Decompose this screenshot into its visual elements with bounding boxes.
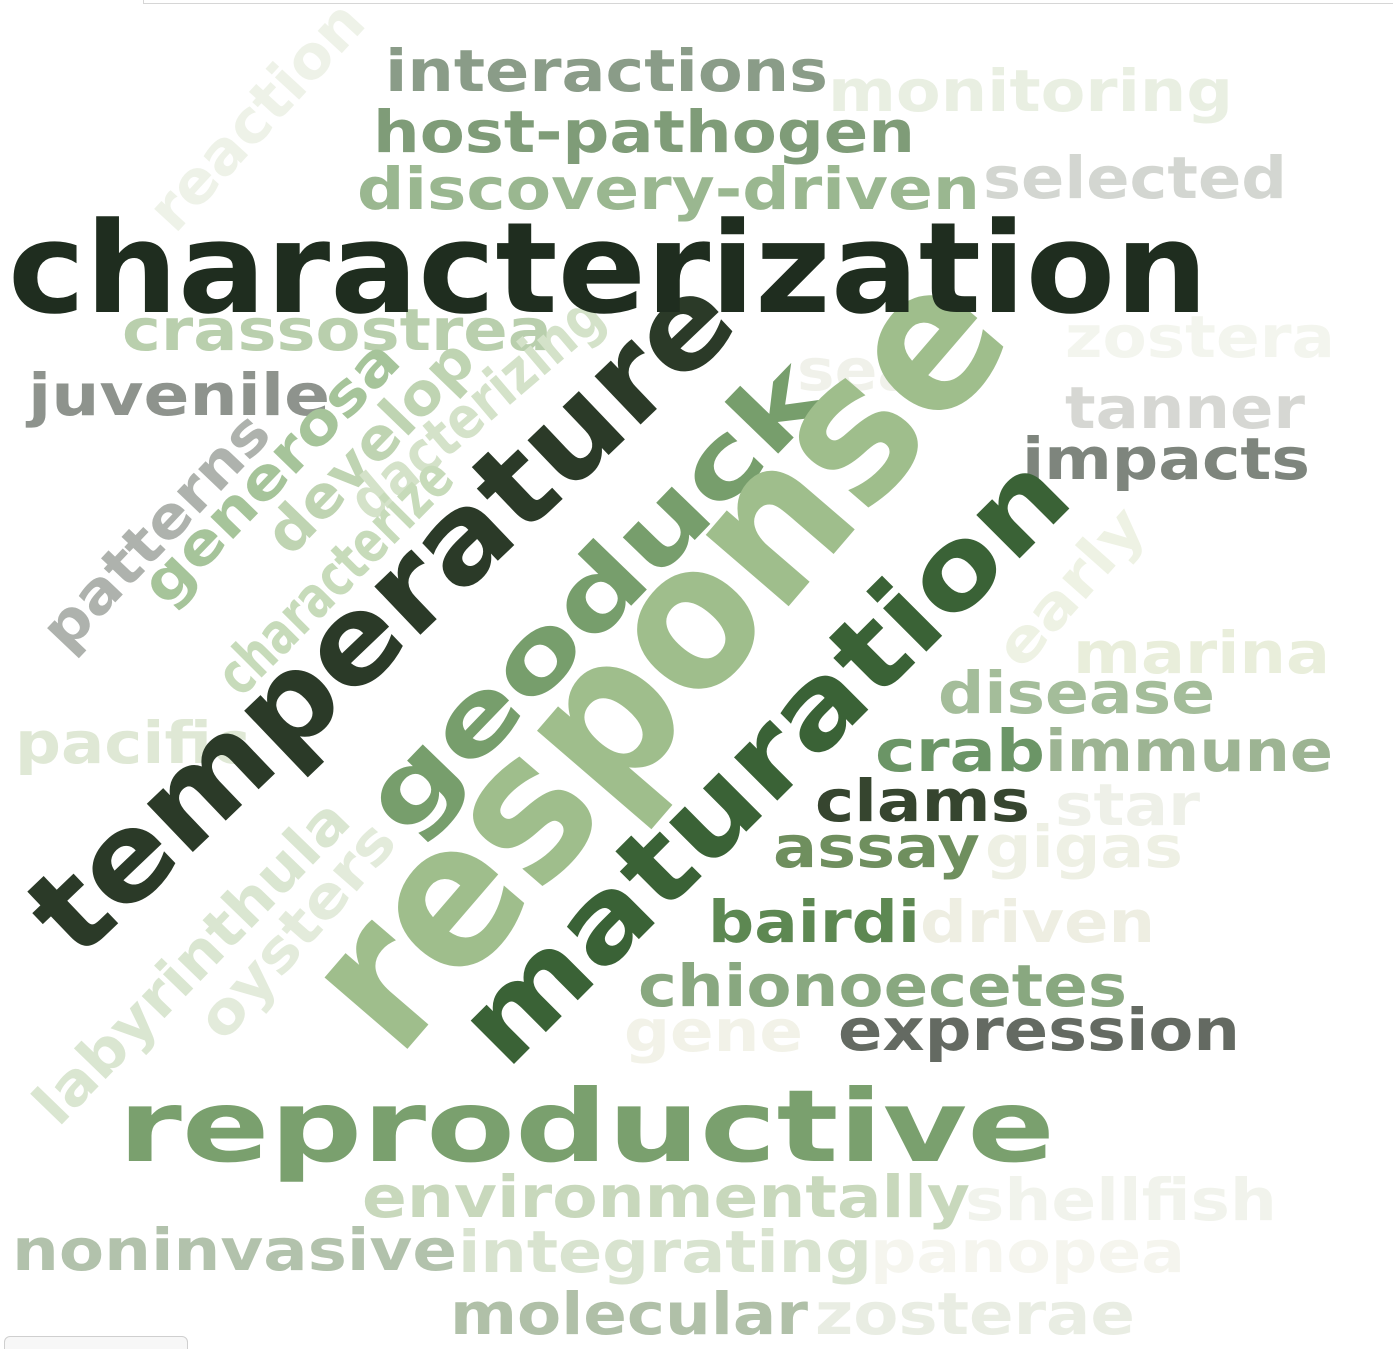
word-juvenile: juvenile	[28, 360, 330, 429]
word-selected: selected	[983, 143, 1287, 212]
word-pacific: pacific	[15, 708, 251, 777]
word-sea: sea	[797, 335, 920, 404]
word-clams: clams	[815, 766, 1030, 835]
word-impacts: impacts	[1022, 424, 1310, 493]
word-integrating: integrating	[458, 1217, 872, 1286]
word-crab: crab	[875, 716, 1045, 785]
word-bairdi: bairdi	[708, 887, 920, 956]
word-characterization: characterization	[8, 195, 1209, 343]
word-zosterae: zosterae	[815, 1279, 1135, 1348]
word-tanner: tanner	[1065, 373, 1305, 442]
word-driven: driven	[920, 887, 1155, 956]
word-noninvasive: noninvasive	[12, 1215, 457, 1284]
word-interactions: interactions	[385, 36, 828, 105]
word-assay: assay	[773, 812, 980, 881]
word-monitoring: monitoring	[828, 56, 1233, 125]
word-immune: immune	[1045, 716, 1333, 785]
word-expression: expression	[838, 995, 1240, 1064]
word-star: star	[1055, 770, 1200, 839]
word-host-pathogen: host-pathogen	[373, 97, 915, 166]
word-environmentally: environmentally	[362, 1162, 970, 1231]
word-molecular: molecular	[450, 1279, 808, 1348]
top-border	[143, 0, 1393, 4]
word-disease: disease	[938, 658, 1215, 727]
bottom-tab	[4, 1336, 188, 1349]
word-discovery-driven: discovery-driven	[357, 154, 980, 223]
word-marina: marina	[1073, 618, 1330, 687]
word-reproductive: reproductive	[118, 1068, 1055, 1185]
word-zostera: zostera	[1065, 302, 1335, 371]
word-crassostrea: crassostrea	[122, 295, 552, 364]
word-panopea: panopea	[870, 1217, 1185, 1286]
word-gene: gene	[624, 996, 803, 1065]
word-chionoecetes: chionoecetes	[638, 951, 1127, 1020]
word-gigas: gigas	[985, 812, 1183, 881]
word-shellfish: shellfish	[965, 1165, 1277, 1234]
